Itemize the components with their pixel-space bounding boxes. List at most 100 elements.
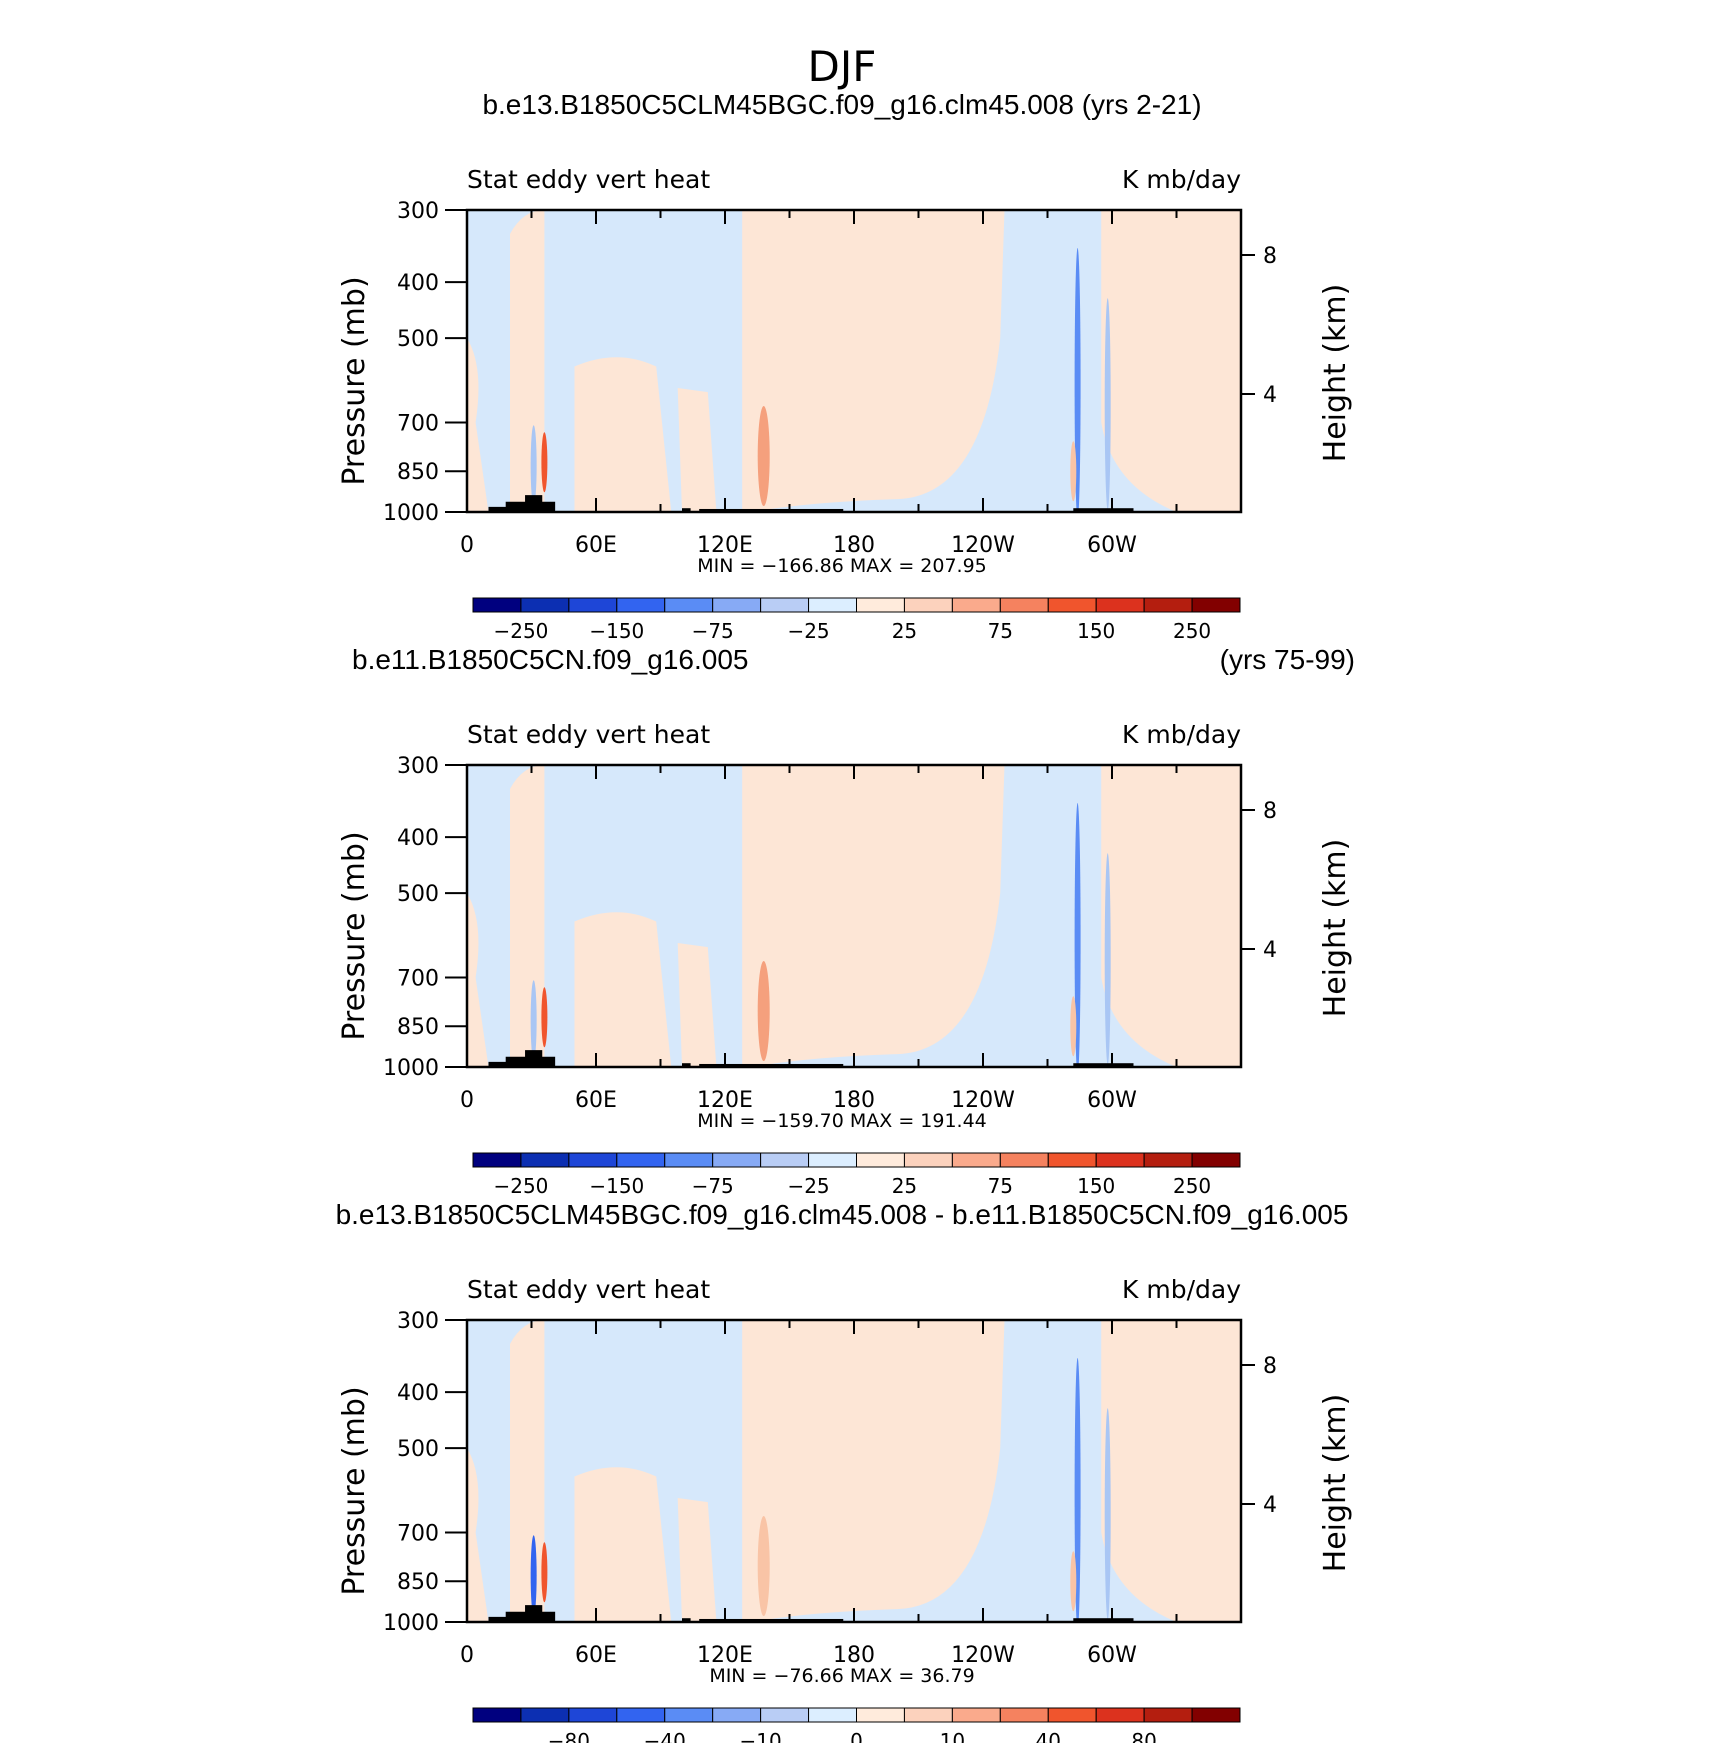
panel-title: b.e11.B1850C5CN.f09_g16.005 [352,644,748,675]
warm-streak [541,987,548,1048]
colorbar-swatch [472,1707,522,1723]
warm-region [467,1448,489,1622]
contour-field [467,765,1241,1067]
topography [682,508,691,512]
cold-streak [530,425,537,506]
colorbar-label: 10 [940,1729,965,1743]
colorbar-swatch [568,1707,618,1723]
warm-region [1101,210,1241,512]
colorbar-swatch [1143,597,1193,613]
colorbar-swatch [712,1707,762,1723]
panels: b.e13.B1850C5CLM45BGC.f09_g16.clm45.008 … [336,89,1355,1743]
warm-region [467,338,489,512]
colorbar-swatch [472,1152,522,1168]
warm-region [510,210,545,512]
x-tick-label: 120E [697,1088,753,1113]
colorbar-swatch [712,597,762,613]
colorbar-swatch [760,1152,810,1168]
topography [699,1063,844,1067]
colorbar-label: 250 [1173,1174,1211,1198]
cold-streak [530,980,537,1061]
x-tick-label: 0 [460,533,474,558]
cold-streak [1074,1358,1081,1622]
colorbar-swatch [472,597,522,613]
y2-tick-label: 8 [1263,1354,1277,1379]
colorbar-swatch [808,1152,857,1168]
colorbar-label: 80 [1131,1729,1156,1743]
topography [699,1618,844,1622]
x-tick-label: 180 [833,1643,875,1668]
warm-region [1101,1320,1241,1622]
colorbar-label: 75 [988,1174,1013,1198]
colorbar-swatch [568,597,618,613]
y-axis-title: Pressure (mb) [337,831,372,1040]
colorbar-swatch [999,1152,1049,1168]
colorbar-swatch [1143,1152,1193,1168]
colorbar-swatch [616,1152,666,1168]
colorbar-swatch [951,597,1001,613]
colorbar-label: 0 [850,1729,863,1743]
panel-title: b.e13.B1850C5CLM45BGC.f09_g16.clm45.008 … [336,1199,1349,1230]
x-tick-label: 120W [951,1643,1015,1668]
warm-region [742,765,1005,1067]
y2-axis-title: Height (km) [1318,284,1353,463]
colorbar-swatch [520,1152,570,1168]
colorbar: −80 −40 −10 0 10 40 80 [472,1707,1241,1743]
warm-region [574,912,672,1067]
colorbar-swatch [1047,1707,1097,1723]
cold-streak [1074,248,1081,512]
warm-region [574,357,672,512]
colorbar-label: 25 [892,1174,917,1198]
y-axis-title: Pressure (mb) [337,1386,372,1595]
colorbar-swatch [616,597,666,613]
warm-streak [1070,1551,1077,1612]
colorbar-swatch [1095,597,1145,613]
min-max-stats: MIN = −76.66 MAX = 36.79 [709,1665,974,1687]
cold-streak [530,1535,537,1616]
warm-streak [757,961,770,1062]
colorbar-swatch [903,1707,953,1723]
x-tick-label: 180 [833,533,875,558]
y2-tick-label: 4 [1263,1493,1277,1518]
x-tick-label: 60E [575,1088,617,1113]
colorbar-swatch [1191,1707,1241,1723]
colorbar-swatch [951,1152,1001,1168]
warm-region [677,943,717,1067]
colorbar-label: −250 [493,619,548,643]
warm-region [742,1320,1005,1622]
x-tick-label: 120E [697,1643,753,1668]
left-label: Stat eddy vert heat [467,1275,710,1304]
colorbar-swatch [712,1152,762,1168]
x-tick-label: 60E [575,1643,617,1668]
colorbar-label: 150 [1077,1174,1115,1198]
colorbar: −250 −150 −75 −25 25 75 150 250 [472,1152,1241,1198]
topography [1073,508,1134,512]
colorbar-label: 75 [988,619,1013,643]
y-tick-label: 700 [397,967,439,992]
cold-streak [1104,298,1111,510]
x-tick-label: 180 [833,1088,875,1113]
colorbar-swatch [1095,1152,1145,1168]
min-max-stats: MIN = −166.86 MAX = 207.95 [697,555,987,577]
topography [1073,1618,1134,1622]
warm-region [1101,765,1241,1067]
panel-3: b.e13.B1850C5CLM45BGC.f09_g16.clm45.008 … [336,1199,1353,1743]
y-tick-label: 400 [397,271,439,296]
colorbar-swatch [1191,597,1241,613]
colorbar-label: −80 [548,1729,590,1743]
x-tick-label: 120E [697,533,753,558]
y2-tick-label: 4 [1263,938,1277,963]
warm-region [510,1320,545,1622]
warm-region [677,388,717,512]
y-tick-label: 850 [397,1015,439,1040]
cold-streak [1104,853,1111,1065]
panel-title-right: (yrs 75-99) [1220,644,1355,675]
topography [682,1063,691,1067]
warm-region [574,1467,672,1622]
topography [488,495,556,512]
colorbar-swatch [664,1152,714,1168]
y-tick-label: 500 [397,327,439,352]
x-tick-label: 60E [575,533,617,558]
contour-field [467,210,1241,512]
